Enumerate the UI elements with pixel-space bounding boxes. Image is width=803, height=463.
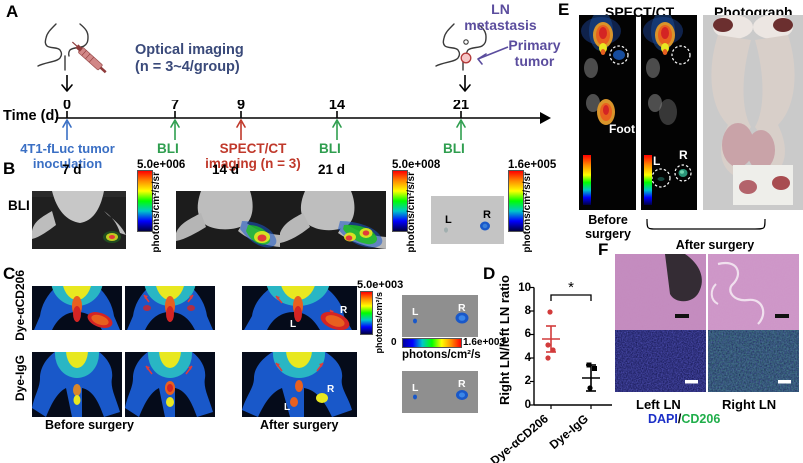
svg-text:L: L [284,402,290,413]
svg-text:Foot: Foot [609,122,635,136]
svg-text:0: 0 [63,100,71,113]
svg-text:R: R [679,148,688,162]
svg-text:14: 14 [329,100,345,113]
svg-text:Dye-IgG: Dye-IgG [547,412,591,452]
svg-text:*: * [568,279,574,296]
svg-text:21: 21 [453,100,469,113]
svg-text:R: R [327,384,335,395]
svg-text:R: R [458,302,466,314]
svg-text:R: R [340,305,348,316]
svg-text:R: R [458,378,466,390]
svg-text:10: 10 [518,282,531,294]
svg-text:L: L [653,154,660,168]
svg-text:L: L [412,306,419,318]
svg-text:7: 7 [171,100,179,113]
svg-text:L: L [290,319,296,330]
svg-text:L: L [445,214,452,226]
svg-text:L: L [412,382,419,394]
svg-text:Dye-αCD206: Dye-αCD206 [488,411,551,463]
svg-text:9: 9 [237,100,245,113]
svg-text:R: R [483,209,491,221]
